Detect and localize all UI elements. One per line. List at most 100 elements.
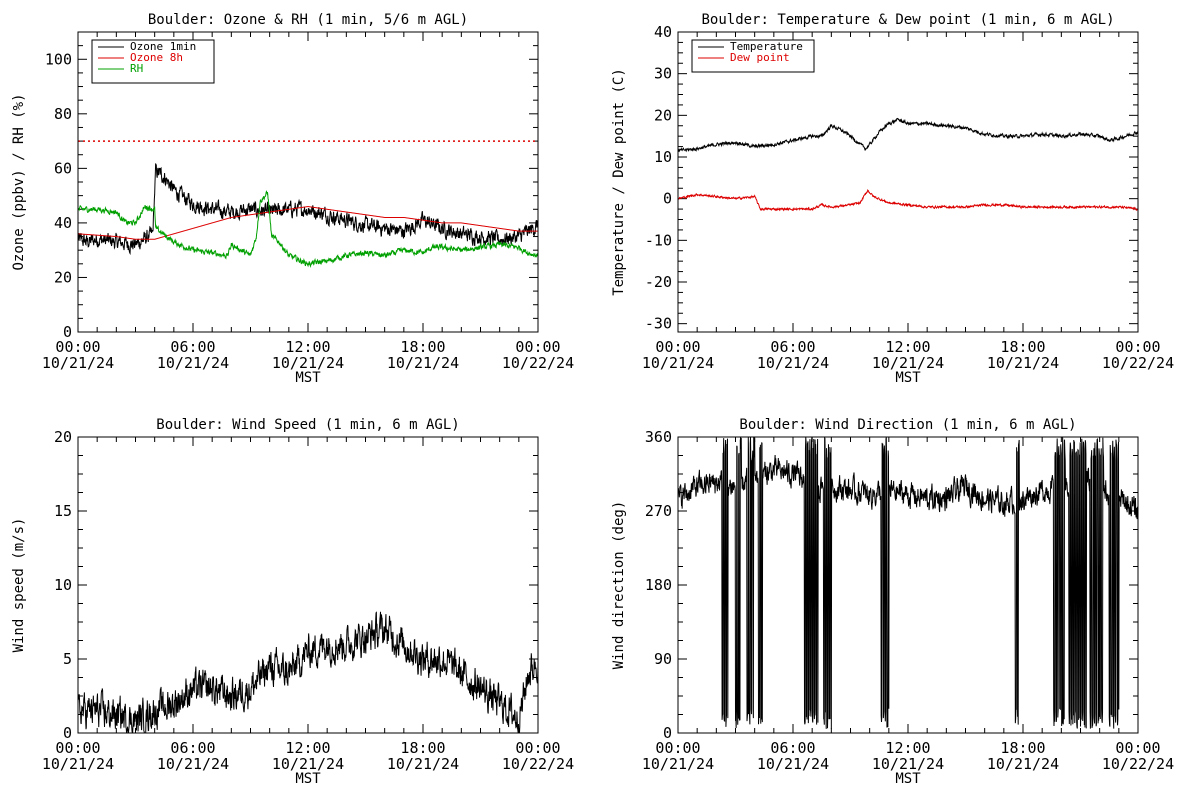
x-tick-label-time: 18:00 xyxy=(1000,338,1045,356)
chart-panel-3: Boulder: Wind Speed (1 min, 6 m AGL) Wind… xyxy=(11,417,574,787)
x-tick-label-date: 10/21/24 xyxy=(642,755,714,773)
x-tick-label-date: 10/21/24 xyxy=(987,755,1059,773)
series-line-1 xyxy=(78,163,538,256)
x-axis-label: MST xyxy=(295,370,321,386)
x-tick-label-date: 10/22/24 xyxy=(1102,354,1174,372)
chart-panel-2: Boulder: Temperature & Dew point (1 min,… xyxy=(611,12,1174,386)
series-line-3 xyxy=(78,190,538,268)
x-tick-label-date: 10/21/24 xyxy=(872,755,944,773)
x-tick-label-time: 06:00 xyxy=(170,338,215,356)
x-tick-label-time: 00:00 xyxy=(1115,338,1160,356)
x-tick-label-date: 10/21/24 xyxy=(757,354,829,372)
x-tick-label-time: 00:00 xyxy=(515,739,560,757)
x-tick-label-time: 18:00 xyxy=(400,338,445,356)
x-tick-label-date: 10/21/24 xyxy=(42,354,114,372)
y-tick-label: 0 xyxy=(63,323,72,341)
chart-title: Boulder: Ozone & RH (1 min, 5/6 m AGL) xyxy=(148,12,468,28)
x-axis-label: MST xyxy=(295,771,321,787)
x-tick-label-date: 10/22/24 xyxy=(502,354,574,372)
legend-label: Ozone 8h xyxy=(130,51,183,64)
x-tick-label-date: 10/21/24 xyxy=(872,354,944,372)
x-tick-label-date: 10/22/24 xyxy=(502,755,574,773)
x-tick-label-time: 18:00 xyxy=(400,739,445,757)
y-tick-label: 0 xyxy=(63,724,72,742)
y-tick-label: 10 xyxy=(654,148,672,166)
x-tick-label-time: 00:00 xyxy=(55,739,100,757)
legend-label: RH xyxy=(130,62,143,75)
y-tick-label: 0 xyxy=(663,190,672,208)
series-line-2 xyxy=(78,206,538,240)
chart-title: Boulder: Temperature & Dew point (1 min,… xyxy=(701,12,1114,28)
x-tick-label-date: 10/21/24 xyxy=(642,354,714,372)
y-tick-label: 20 xyxy=(654,106,672,124)
y-axis-label: Wind speed (m/s) xyxy=(11,518,27,653)
x-tick-label-date: 10/22/24 xyxy=(1102,755,1174,773)
chart-panel-1: Boulder: Ozone & RH (1 min, 5/6 m AGL) Oz… xyxy=(11,12,574,386)
y-tick-label: -30 xyxy=(645,315,672,333)
x-tick-label-date: 10/21/24 xyxy=(42,755,114,773)
y-tick-label: 40 xyxy=(654,23,672,41)
y-tick-label: 15 xyxy=(54,502,72,520)
x-tick-label-time: 00:00 xyxy=(515,338,560,356)
y-tick-label: 360 xyxy=(645,428,672,446)
x-tick-label-date: 10/21/24 xyxy=(387,354,459,372)
y-tick-label: 0 xyxy=(663,724,672,742)
x-tick-label-time: 06:00 xyxy=(170,739,215,757)
y-tick-label: 40 xyxy=(54,214,72,232)
x-axis-label: MST xyxy=(895,370,921,386)
x-tick-label-time: 06:00 xyxy=(770,739,815,757)
y-tick-label: 100 xyxy=(45,50,72,68)
x-tick-label-time: 12:00 xyxy=(885,739,930,757)
y-axis-label: Ozone (ppbv) / RH (%) xyxy=(11,93,27,270)
series-line-1 xyxy=(78,611,538,733)
legend-label: Ozone 1min xyxy=(130,40,196,53)
x-tick-label-date: 10/21/24 xyxy=(987,354,1059,372)
y-tick-label: 20 xyxy=(54,268,72,286)
y-tick-label: 270 xyxy=(645,502,672,520)
y-tick-label: 20 xyxy=(54,428,72,446)
plot-frame xyxy=(77,31,539,333)
x-tick-label-time: 12:00 xyxy=(285,338,330,356)
y-axis-label: Wind direction (deg) xyxy=(611,501,627,670)
x-tick-label-date: 10/21/24 xyxy=(157,755,229,773)
plot-frame xyxy=(77,436,539,734)
series-line-2 xyxy=(678,188,1138,212)
y-tick-label: 10 xyxy=(54,576,72,594)
y-tick-label: 80 xyxy=(54,105,72,123)
x-tick-label-time: 00:00 xyxy=(1115,739,1160,757)
series-line-1 xyxy=(678,437,1138,729)
chart-title: Boulder: Wind Direction (1 min, 6 m AGL) xyxy=(739,417,1076,433)
plot-frame xyxy=(677,436,1139,734)
y-tick-label: 30 xyxy=(654,65,672,83)
plot-frame xyxy=(677,31,1139,333)
y-tick-label: 5 xyxy=(63,650,72,668)
y-tick-label: 90 xyxy=(654,650,672,668)
x-tick-label-date: 10/21/24 xyxy=(157,354,229,372)
x-tick-label-date: 10/21/24 xyxy=(387,755,459,773)
x-axis-label: MST xyxy=(895,771,921,787)
legend-box xyxy=(691,39,815,73)
x-tick-label-time: 12:00 xyxy=(285,739,330,757)
x-tick-label-time: 00:00 xyxy=(655,739,700,757)
legend-label: Temperature xyxy=(730,40,803,53)
y-tick-label: 60 xyxy=(54,159,72,177)
y-tick-label: -20 xyxy=(645,273,672,291)
y-tick-label: -10 xyxy=(645,231,672,249)
series-line-1 xyxy=(678,117,1138,153)
x-tick-label-date: 10/21/24 xyxy=(757,755,829,773)
x-tick-label-time: 06:00 xyxy=(770,338,815,356)
x-tick-label-time: 00:00 xyxy=(55,338,100,356)
x-tick-label-time: 00:00 xyxy=(655,338,700,356)
chart-panel-4: Boulder: Wind Direction (1 min, 6 m AGL)… xyxy=(611,417,1174,787)
y-axis-label: Temperature / Dew point (C) xyxy=(611,68,627,296)
chart-title: Boulder: Wind Speed (1 min, 6 m AGL) xyxy=(156,417,459,433)
x-tick-label-date: 10/21/24 xyxy=(272,755,344,773)
x-tick-label-date: 10/21/24 xyxy=(272,354,344,372)
x-tick-label-time: 18:00 xyxy=(1000,739,1045,757)
y-tick-label: 180 xyxy=(645,576,672,594)
x-tick-label-time: 12:00 xyxy=(885,338,930,356)
legend-label: Dew point xyxy=(730,51,790,64)
